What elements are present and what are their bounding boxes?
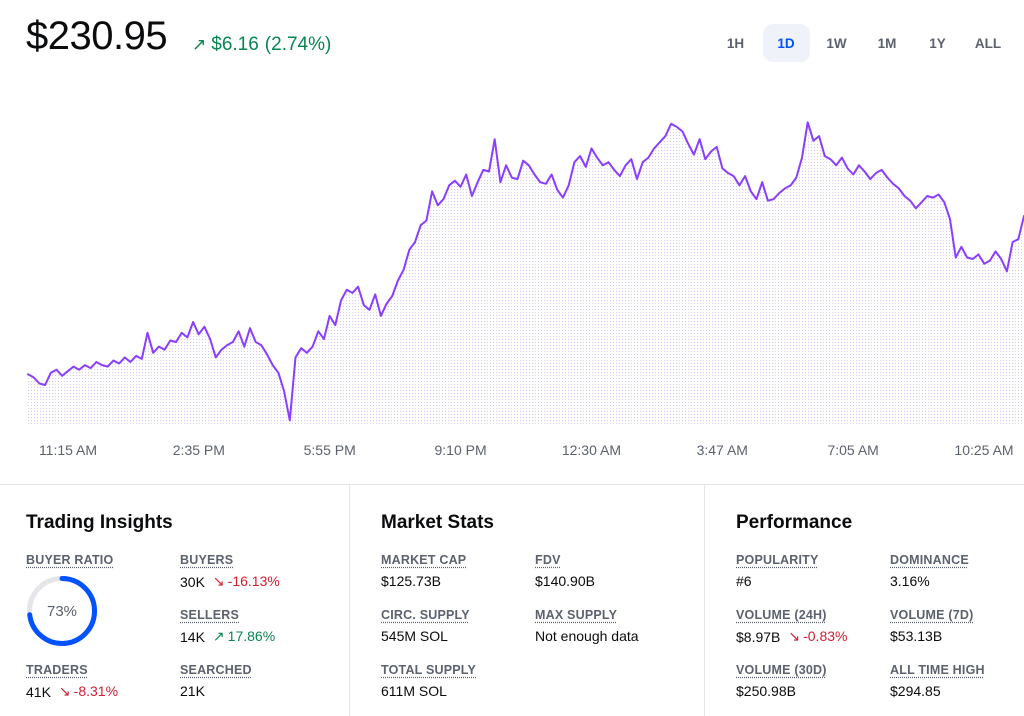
range-button-1w[interactable]: 1W (826, 35, 847, 51)
volume-7d-label[interactable]: VOLUME (7D) (890, 608, 974, 622)
volume-30d-stat: VOLUME (30D) $250.98B (736, 663, 827, 699)
x-axis-tick-label: 5:55 PM (303, 442, 356, 458)
searched-value: 21K (180, 683, 205, 699)
volume-24h-change: -0.83% (803, 628, 848, 644)
price-chart-svg[interactable] (0, 80, 1024, 440)
range-button-1m[interactable]: 1M (877, 35, 897, 51)
market-cap-value: $125.73B (381, 573, 441, 589)
total-supply-value: 611M SOL (381, 683, 447, 699)
buyer-ratio-stat: BUYER RATIO (26, 553, 113, 567)
range-button-1h[interactable]: 1H (726, 35, 745, 51)
sellers-stat: SELLERS 14K ↗ 17.86% (180, 608, 275, 645)
buyer-ratio-donut (27, 576, 97, 646)
time-range-selector: 1H 1D 1W 1M 1Y ALL (712, 24, 1015, 62)
performance-title: Performance (736, 512, 853, 533)
price-header: $230.95 ↗ $6.16 (2.74%) 1H 1D 1W 1M 1Y A… (0, 0, 1024, 80)
all-time-high-label[interactable]: ALL TIME HIGH (890, 663, 985, 677)
all-time-high-value: $294.85 (890, 683, 941, 699)
max-supply-value: Not enough data (535, 628, 639, 644)
sellers-label[interactable]: SELLERS (180, 608, 240, 622)
total-supply-label[interactable]: TOTAL SUPPLY (381, 663, 477, 677)
circ-supply-stat: CIRC. SUPPLY 545M SOL (381, 608, 470, 644)
sellers-value: 14K (180, 628, 205, 645)
traders-label[interactable]: TRADERS (26, 663, 88, 677)
dominance-label[interactable]: DOMINANCE (890, 553, 969, 567)
panel-divider (349, 485, 350, 716)
popularity-label[interactable]: POPULARITY (736, 553, 819, 567)
fdv-value: $140.90B (535, 573, 595, 589)
current-price: $230.95 (26, 14, 168, 58)
market-stats-title: Market Stats (381, 512, 494, 533)
traders-value: 41K (26, 683, 51, 700)
market-cap-label[interactable]: MARKET CAP (381, 553, 467, 567)
x-axis-tick-label: 12:30 AM (561, 442, 621, 458)
price-change-percent: (2.74%) (264, 34, 332, 55)
x-axis-tick-label: 9:10 PM (434, 442, 487, 458)
arrow-down-right-icon: ↘ (212, 573, 225, 589)
volume-30d-label[interactable]: VOLUME (30D) (736, 663, 827, 677)
sellers-change: 17.86% (227, 628, 276, 644)
range-button-1y[interactable]: 1Y (929, 35, 946, 51)
volume-7d-value: $53.13B (890, 628, 943, 644)
price-line (27, 121, 1024, 422)
max-supply-stat: MAX SUPPLY Not enough data (535, 608, 639, 644)
fdv-label[interactable]: FDV (535, 553, 561, 567)
buyers-value: 30K (180, 573, 205, 590)
buyer-ratio-label[interactable]: BUYER RATIO (26, 553, 114, 567)
panel-divider (704, 485, 705, 716)
dominance-value: 3.16% (890, 573, 930, 589)
volume-7d-stat: VOLUME (7D) $53.13B (890, 608, 973, 644)
volume-24h-stat: VOLUME (24H) $8.97B ↘ -0.83% (736, 608, 847, 645)
total-supply-stat: TOTAL SUPPLY 611M SOL (381, 663, 476, 699)
buyer-ratio-value: 73% (46, 602, 78, 620)
x-axis-tick-label: 2:35 PM (172, 442, 225, 458)
all-time-high-stat: ALL TIME HIGH $294.85 (890, 663, 985, 699)
x-axis-tick-label: 3:47 AM (696, 442, 748, 458)
traders-stat: TRADERS 41K ↘ -8.31% (26, 663, 118, 700)
price-change-value: $6.16 (211, 34, 259, 55)
dominance-stat: DOMINANCE 3.16% (890, 553, 969, 589)
popularity-value: #6 (736, 573, 752, 589)
trading-insights-title: Trading Insights (26, 512, 173, 533)
price-change: ↗ $6.16 (2.74%) (192, 34, 331, 56)
max-supply-label[interactable]: MAX SUPPLY (535, 608, 618, 622)
volume-24h-label[interactable]: VOLUME (24H) (736, 608, 827, 622)
volume-30d-value: $250.98B (736, 683, 796, 699)
price-chart[interactable]: 11:15 AM 2:35 PM 5:55 PM 9:10 PM 12:30 AM 3:4… (0, 80, 1024, 480)
traders-change: -8.31% (73, 683, 119, 699)
range-button-1d[interactable]: 1D (762, 24, 810, 62)
popularity-stat: POPULARITY #6 (736, 553, 819, 589)
buyers-change: -16.13% (227, 573, 280, 589)
trading-insights-panel: Trading Insights BUYER RATIO 73% BUYERS … (0, 485, 349, 716)
searched-label[interactable]: SEARCHED (180, 663, 252, 677)
section-divider (0, 484, 1024, 485)
market-cap-stat: MARKET CAP $125.73B (381, 553, 466, 589)
volume-24h-value: $8.97B (736, 628, 781, 645)
market-stats-panel: Market Stats MARKET CAP $125.73B FDV $14… (350, 485, 704, 716)
fdv-stat: FDV $140.90B (535, 553, 595, 589)
x-axis-tick-label: 10:25 AM (954, 442, 1014, 458)
range-button-all[interactable]: ALL (974, 35, 1002, 51)
arrow-down-right-icon: ↘ (58, 683, 71, 699)
x-axis-tick-label: 7:05 AM (827, 442, 879, 458)
arrow-down-right-icon: ↘ (788, 628, 801, 644)
circ-supply-value: 545M SOL (381, 628, 448, 644)
arrow-up-right-icon: ↗ (212, 628, 225, 644)
circ-supply-label[interactable]: CIRC. SUPPLY (381, 608, 470, 622)
arrow-up-right-icon: ↗ (192, 35, 207, 54)
x-axis-tick-label: 11:15 AM (38, 442, 98, 458)
buyers-stat: BUYERS 30K ↘ -16.13% (180, 553, 280, 590)
performance-panel: Performance POPULARITY #6 DOMINANCE 3.16… (705, 485, 1024, 716)
price-area-fill (28, 122, 1024, 426)
searched-stat: SEARCHED 21K (180, 663, 252, 699)
buyers-label[interactable]: BUYERS (180, 553, 234, 567)
